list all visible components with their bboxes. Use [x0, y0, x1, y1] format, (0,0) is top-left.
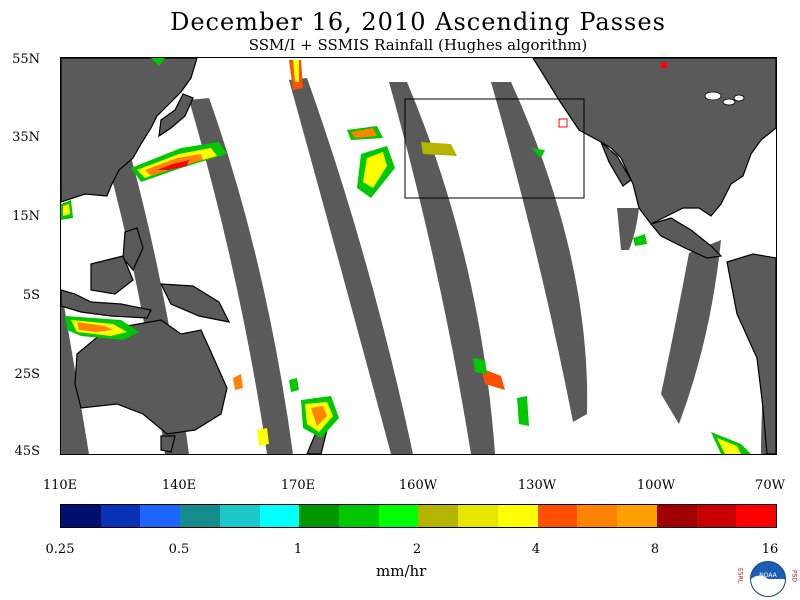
map-area: [60, 57, 777, 455]
colorbar-swatch: [259, 505, 300, 527]
lon-label-110e: 110E: [42, 478, 78, 493]
colorbar-swatch: [656, 505, 697, 527]
colorbar-swatch: [577, 505, 618, 527]
colorbar-units: mm/hr: [376, 562, 427, 580]
location-marker: [558, 118, 568, 128]
tasmania: [160, 435, 176, 453]
asia-landmass: [61, 58, 198, 203]
central-america: [649, 217, 723, 259]
lakes: [704, 91, 745, 106]
new-guinea: [159, 283, 231, 323]
colorbar-tick: 16: [761, 542, 779, 557]
borneo: [90, 255, 134, 295]
lat-label-35n: 35N: [12, 130, 40, 145]
lon-label-70w: 70W: [755, 478, 785, 493]
colorbar-swatch: [219, 505, 260, 527]
lat-label-15n: 15N: [12, 209, 40, 224]
colorbar-swatch: [617, 505, 657, 527]
colorbar-swatch: [180, 505, 220, 527]
map-subtitle: SSM/I + SSMIS Rainfall (Hughes algorithm…: [248, 36, 588, 54]
colorbar-swatch: [736, 505, 776, 527]
colorbar-tick: 0.25: [45, 542, 75, 557]
map-title: December 16, 2010 Ascending Passes: [170, 8, 666, 36]
colorbar-swatch: [696, 505, 737, 527]
lat-label-25s: 25S: [14, 367, 40, 382]
lon-label-170e: 170E: [280, 478, 316, 493]
lon-label-130w: 130W: [517, 478, 557, 493]
colorbar-swatch: [61, 505, 101, 527]
indonesia: [61, 289, 152, 319]
south-america: [726, 253, 776, 454]
lat-label-45s: 45S: [14, 444, 40, 459]
lon-label-100w: 100W: [636, 478, 676, 493]
colorbar-tick: 2: [412, 542, 422, 557]
lat-label-5s: 5S: [22, 288, 40, 303]
logo-right-text: PSD: [791, 570, 798, 582]
colorbar-swatch: [140, 505, 181, 527]
philippines: [122, 227, 144, 272]
rainfall-patches: [61, 58, 751, 454]
colorbar-swatch: [339, 505, 379, 527]
colorbar-swatch: [537, 505, 578, 527]
highlight-box: [404, 98, 585, 199]
colorbar-tick: 8: [650, 542, 660, 557]
colorbar-swatch: [497, 505, 538, 527]
baja-california: [600, 141, 632, 187]
colorbar-tick: 0.5: [168, 542, 190, 557]
australia: [74, 319, 228, 435]
colorbar: [60, 504, 777, 528]
colorbar-swatch: [378, 505, 419, 527]
colorbar-swatch: [299, 505, 340, 527]
colorbar-swatch: [418, 505, 459, 527]
rainfall-map: [61, 58, 776, 454]
lon-label-160w: 160W: [398, 478, 438, 493]
logo-center-text: NOAA: [759, 572, 777, 579]
lon-label-140e: 140E: [161, 478, 197, 493]
colorbar-tick: 4: [531, 542, 541, 557]
lat-label-55n: 55N: [12, 52, 40, 67]
noaa-logo: NOAA ESRL PSD: [737, 561, 798, 597]
japan: [158, 93, 194, 138]
colorbar-swatch: [458, 505, 498, 527]
colorbar-swatch: [100, 505, 141, 527]
logo-left-text: ESRL: [737, 568, 744, 584]
colorbar-tick: 1: [293, 542, 303, 557]
